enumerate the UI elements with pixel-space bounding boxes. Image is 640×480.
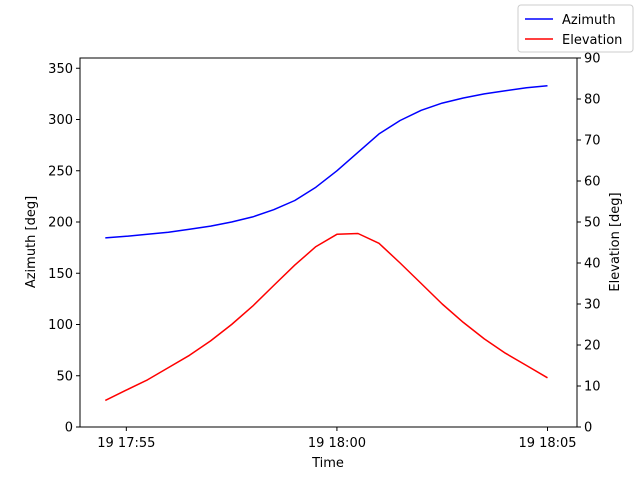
series-line-azimuth — [105, 84, 548, 239]
x-tick-label: 19 17:55 — [97, 436, 155, 451]
right-axis: 0 10 20 30 40 50 60 70 80 90 — [577, 52, 601, 436]
right-tick-label: 30 — [584, 298, 601, 313]
right-tick-label: 10 — [584, 380, 601, 395]
left-tick-label: 150 — [48, 267, 73, 282]
left-tick-label: 200 — [48, 216, 73, 231]
legend-label-elevation: Elevation — [562, 33, 622, 48]
left-tick-label: 350 — [48, 62, 73, 77]
left-tick-label: 50 — [56, 369, 73, 384]
right-tick-label: 20 — [584, 339, 601, 354]
left-axis-label: Azimuth [deg] — [24, 196, 39, 288]
legend-label-azimuth: Azimuth — [562, 13, 616, 28]
series-line-elevation — [104, 232, 548, 402]
left-tick-label: 0 — [65, 421, 73, 436]
right-tick-label: 0 — [584, 421, 592, 436]
plot-lines — [104, 84, 548, 402]
left-tick-label: 250 — [48, 164, 73, 179]
right-tick-label: 90 — [584, 52, 601, 67]
right-tick-label: 70 — [584, 134, 601, 149]
legend: Azimuth Elevation — [517, 4, 634, 53]
x-axis-label: Time — [311, 456, 344, 471]
x-tick-label: 19 18:05 — [518, 436, 576, 451]
left-axis: 0 50 100 150 200 250 300 350 — [48, 62, 80, 436]
left-tick-label: 100 — [48, 318, 73, 333]
plot-frame — [79, 57, 578, 428]
right-tick-label: 50 — [584, 216, 601, 231]
left-tick-label: 300 — [48, 113, 73, 128]
x-tick-label: 19 18:00 — [308, 436, 366, 451]
right-axis-label: Elevation [deg] — [608, 192, 623, 291]
right-tick-label: 40 — [584, 257, 601, 272]
right-tick-label: 60 — [584, 175, 601, 190]
legend-box — [517, 4, 634, 53]
right-tick-label: 80 — [584, 93, 601, 108]
x-axis: 19 17:55 19 18:00 19 18:05 — [97, 427, 577, 451]
